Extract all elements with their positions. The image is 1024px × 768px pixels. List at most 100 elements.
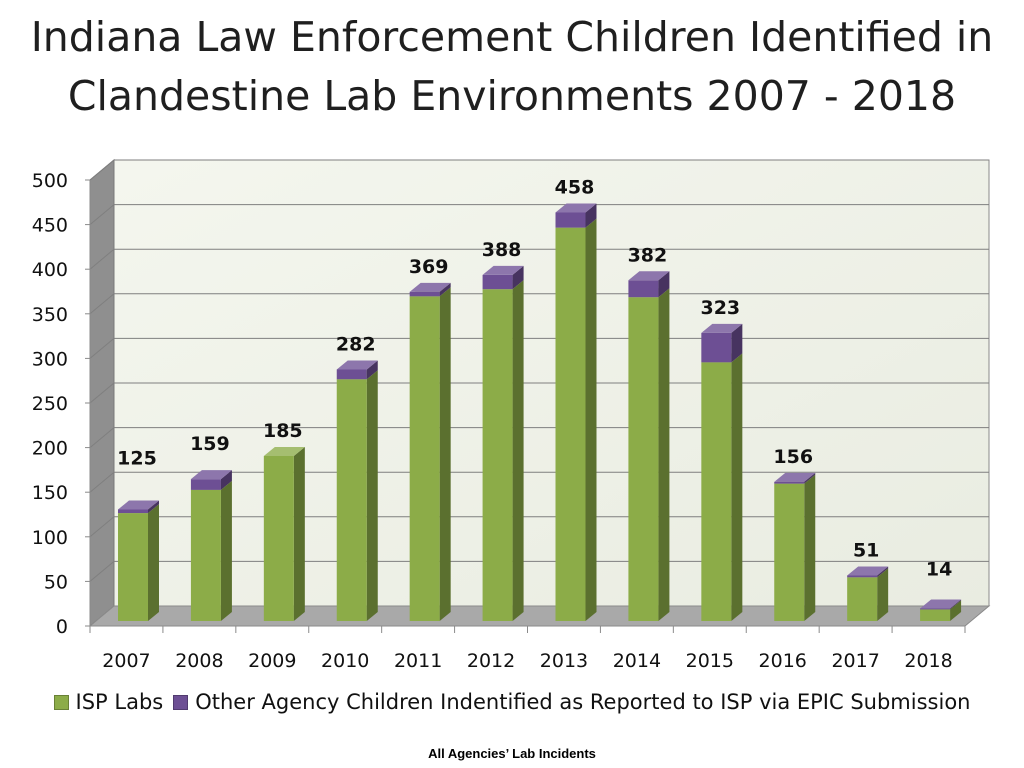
- bar-other-agency-side: [512, 265, 524, 290]
- bar-other-agency: [701, 332, 732, 363]
- bar-other-agency: [555, 212, 586, 228]
- gridline: [89, 516, 989, 538]
- x-tick-label: 2012: [467, 650, 515, 672]
- data-label: 282: [336, 333, 376, 355]
- bar-other-agency-top: [482, 265, 524, 275]
- legend: ISP Labs Other Agency Children Indentifi…: [0, 690, 1024, 714]
- bar-other-agency: [774, 481, 805, 484]
- gridline: [89, 293, 989, 315]
- x-tick-label: 2018: [904, 650, 952, 672]
- gridline: [89, 471, 989, 493]
- bar-isp-labs: [701, 362, 732, 621]
- bar-isp-labs-side: [585, 218, 597, 622]
- footnote: All Agencies’ Lab Incidents: [428, 746, 596, 761]
- bar-isp-labs-side: [366, 370, 378, 621]
- bar-other-agency-side: [366, 360, 378, 380]
- data-label: 14: [926, 559, 952, 581]
- legend-item-isp-labs: ISP Labs: [53, 690, 164, 714]
- bar-isp-labs-top: [263, 446, 305, 456]
- x-tick-label: 2010: [321, 650, 369, 672]
- bar-isp-labs-side: [950, 600, 962, 621]
- bar-other-agency-side: [877, 566, 889, 578]
- bar-isp-labs-side: [731, 353, 743, 621]
- data-label: 156: [773, 446, 813, 468]
- legend-label-isp-labs: ISP Labs: [75, 690, 164, 714]
- bar-other-agency-side: [439, 282, 451, 297]
- bar-other-agency-top: [628, 271, 670, 281]
- x-tick-label: 2013: [540, 650, 588, 672]
- bar-isp-labs: [263, 455, 294, 621]
- bar-isp-labs-side: [658, 288, 670, 621]
- bar-isp-labs-side: [512, 280, 524, 621]
- chart-title-line-1: Indiana Law Enforcement Children Identif…: [30, 13, 994, 61]
- bar-isp-labs: [336, 379, 367, 621]
- y-tick-label: 150: [32, 482, 68, 504]
- y-tick-label: 400: [32, 259, 68, 281]
- bar-other-agency-top: [118, 500, 159, 510]
- y-tick-label: 100: [32, 527, 68, 549]
- bar-other-agency: [920, 608, 951, 610]
- bar-other-agency-top: [409, 282, 451, 292]
- data-label: 159: [190, 433, 230, 455]
- bar-other-agency: [409, 291, 440, 297]
- x-tick-label: 2014: [613, 650, 661, 672]
- bar-other-agency-side: [585, 203, 597, 228]
- bar-other-agency-side: [148, 500, 159, 514]
- bar-other-agency-top: [336, 360, 378, 370]
- bar-other-agency-side: [804, 472, 816, 484]
- x-tick-label: 2009: [248, 650, 296, 672]
- bar-other-agency-top: [774, 472, 816, 482]
- data-label: 388: [482, 239, 522, 261]
- y-tick-label: 300: [32, 348, 68, 370]
- gridline: [89, 560, 989, 582]
- y-tick-label: 50: [44, 571, 68, 593]
- bar-other-agency: [190, 479, 221, 490]
- bar-other-agency: [847, 575, 878, 578]
- x-tick-label: 2016: [759, 650, 807, 672]
- bar-other-agency-top: [555, 203, 597, 213]
- y-tick-label: 0: [56, 616, 68, 638]
- bar-isp-labs: [628, 297, 659, 621]
- bar-isp-labs-side: [293, 446, 305, 621]
- bar-isp-labs-side: [148, 504, 159, 621]
- data-label: 323: [700, 297, 740, 319]
- chart-title: Indiana Law Enforcement Children Identif…: [0, 8, 1024, 126]
- gridline: [89, 337, 989, 359]
- legend-swatch-isp-labs: [53, 694, 69, 710]
- gridline: [89, 427, 989, 448]
- bar-other-agency-top: [847, 566, 889, 576]
- data-label: 125: [117, 448, 157, 470]
- gridline: [89, 159, 989, 181]
- bar-isp-labs: [190, 489, 221, 621]
- bar-isp-labs: [920, 609, 951, 621]
- bar-isp-labs-side: [877, 568, 889, 621]
- bar-other-agency: [118, 509, 148, 514]
- y-tick-label: 350: [32, 304, 68, 326]
- x-tick-label: 2011: [394, 650, 442, 672]
- bar-other-agency-top: [920, 599, 962, 609]
- bar-isp-labs-side: [804, 474, 816, 621]
- bar-other-agency-top: [190, 470, 232, 480]
- y-tick-label: 450: [32, 215, 68, 237]
- y-tick-label: 200: [32, 438, 68, 460]
- data-label: 369: [409, 256, 449, 278]
- bar-other-agency-top: [701, 323, 743, 333]
- x-tick-label: 2008: [175, 650, 223, 672]
- legend-swatch-other-agency: [173, 694, 189, 710]
- bar-isp-labs: [118, 513, 148, 621]
- bar-isp-labs-side: [220, 480, 232, 621]
- bar-isp-labs-side: [439, 287, 451, 621]
- y-tick-label: 250: [32, 393, 68, 415]
- bar-other-agency: [482, 274, 513, 290]
- bar-other-agency-side: [731, 323, 743, 363]
- legend-item-other-agency: Other Agency Children Indentified as Rep…: [173, 690, 970, 714]
- bar-other-agency-side: [950, 599, 962, 610]
- x-tick-label: 2017: [831, 650, 879, 672]
- x-tick-label: 2015: [686, 650, 734, 672]
- bar-other-agency-side: [658, 271, 670, 298]
- gridline: [89, 204, 989, 225]
- bar-other-agency-side: [220, 470, 232, 490]
- gridline: [89, 248, 989, 270]
- bar-isp-labs: [409, 296, 440, 621]
- chart-title-line-2: Clandestine Lab Environments 2007 - 2018: [67, 72, 957, 120]
